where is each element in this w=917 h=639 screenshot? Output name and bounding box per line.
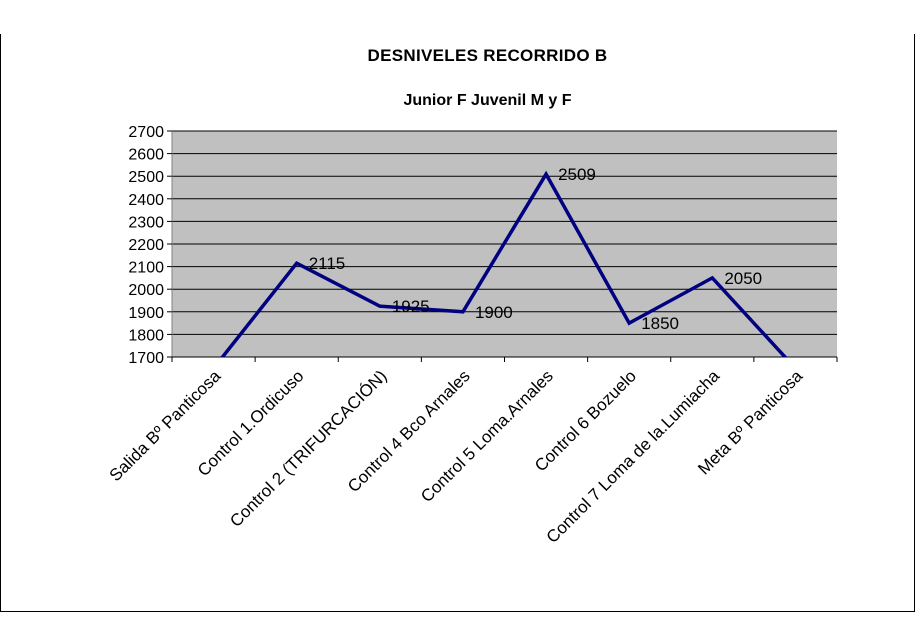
y-tick-label: 2200 <box>128 237 164 254</box>
series-group <box>220 170 788 357</box>
data-label: 1900 <box>475 303 513 322</box>
x-tick-label: Control 2 (TRIFURCACIÓN) <box>226 366 390 530</box>
chart-title: DESNIVELES RECORRIDO B <box>367 46 608 65</box>
chart-frame <box>0 34 915 612</box>
data-label: 2050 <box>724 269 762 288</box>
x-tick-label: Control 7 Loma de la.Lumiacha <box>543 366 724 547</box>
data-label: 1850 <box>641 314 679 333</box>
series-line <box>220 170 788 357</box>
y-tick-label: 1900 <box>128 305 164 322</box>
y-tick-label: 2600 <box>128 147 164 164</box>
y-tick-label: 1800 <box>128 327 164 344</box>
y-tick-label: 2100 <box>128 260 164 277</box>
y-tick-label: 2300 <box>128 214 164 231</box>
y-axis-ticks: 1700 1800 1900 2000 2100 2200 2300 2400 2500 2600… <box>128 124 172 367</box>
data-label: 2115 <box>309 254 346 273</box>
data-label: 1925 <box>392 297 430 316</box>
y-tick-label: 2000 <box>128 282 164 299</box>
chart-subtitle: Junior F Juvenil M y F <box>403 92 572 109</box>
y-tick-label: 2400 <box>128 192 164 209</box>
data-labels: 2115 1925 1900 2509 1850 2050 <box>309 165 762 333</box>
y-tick-label: 2500 <box>128 169 164 186</box>
y-tick-label: 1700 <box>128 350 164 367</box>
data-label: 2509 <box>558 165 596 184</box>
y-tick-label: 2700 <box>128 124 164 141</box>
